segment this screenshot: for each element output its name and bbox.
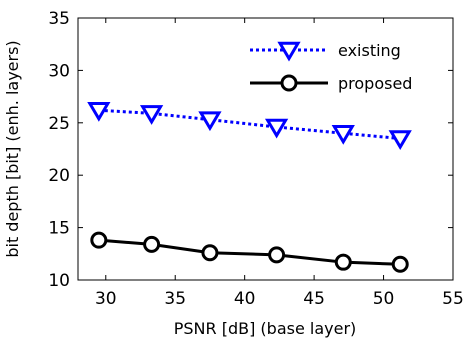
x-tick-label: 55	[442, 289, 464, 309]
legend-label-existing: existing	[338, 41, 401, 60]
x-tick-label: 30	[95, 289, 117, 309]
data-point-proposed	[268, 246, 286, 264]
x-tick-label: 50	[373, 289, 395, 309]
data-point-existing	[139, 105, 164, 125]
series-proposed	[90, 231, 409, 273]
series-line-proposed	[98, 238, 401, 266]
y-tick-label: 10	[48, 271, 70, 291]
y-tick-label: 15	[48, 219, 70, 239]
data-point-proposed	[334, 253, 352, 271]
legend-item-existing: existing	[250, 41, 401, 62]
data-point-proposed	[90, 231, 108, 249]
x-tick-label: 35	[164, 289, 186, 309]
legend-marker-existing	[277, 41, 301, 62]
data-point-existing	[198, 111, 222, 132]
x-tick-label: 40	[234, 289, 256, 309]
data-point-proposed	[391, 255, 409, 273]
data-point-existing	[331, 125, 355, 145]
series-layer	[87, 101, 412, 273]
y-tick-label: 35	[48, 9, 70, 29]
data-point-proposed	[201, 244, 219, 262]
legend: existing proposed	[250, 41, 412, 93]
x-axis-label: PSNR [dB] (base layer)	[174, 319, 357, 338]
ticks-layer: 30 35 40 45 50 55 10 15 20 25 30 35	[48, 9, 463, 309]
x-tick-label: 45	[303, 289, 325, 309]
legend-item-proposed: proposed	[250, 74, 412, 93]
data-point-proposed	[143, 235, 161, 253]
legend-marker-proposed	[280, 74, 298, 92]
series-existing	[87, 101, 412, 151]
y-axis-label: bit depth [bit] (enh. layers)	[3, 40, 22, 257]
data-point-existing	[388, 130, 412, 151]
y-tick-label: 25	[48, 114, 70, 134]
y-tick-label: 30	[48, 61, 70, 81]
y-tick-label: 20	[48, 166, 70, 186]
plot-frame	[77, 17, 454, 281]
series-line-existing	[98, 108, 401, 141]
legend-label-proposed: proposed	[338, 74, 412, 93]
data-point-existing	[87, 101, 111, 122]
data-point-existing	[264, 118, 289, 139]
